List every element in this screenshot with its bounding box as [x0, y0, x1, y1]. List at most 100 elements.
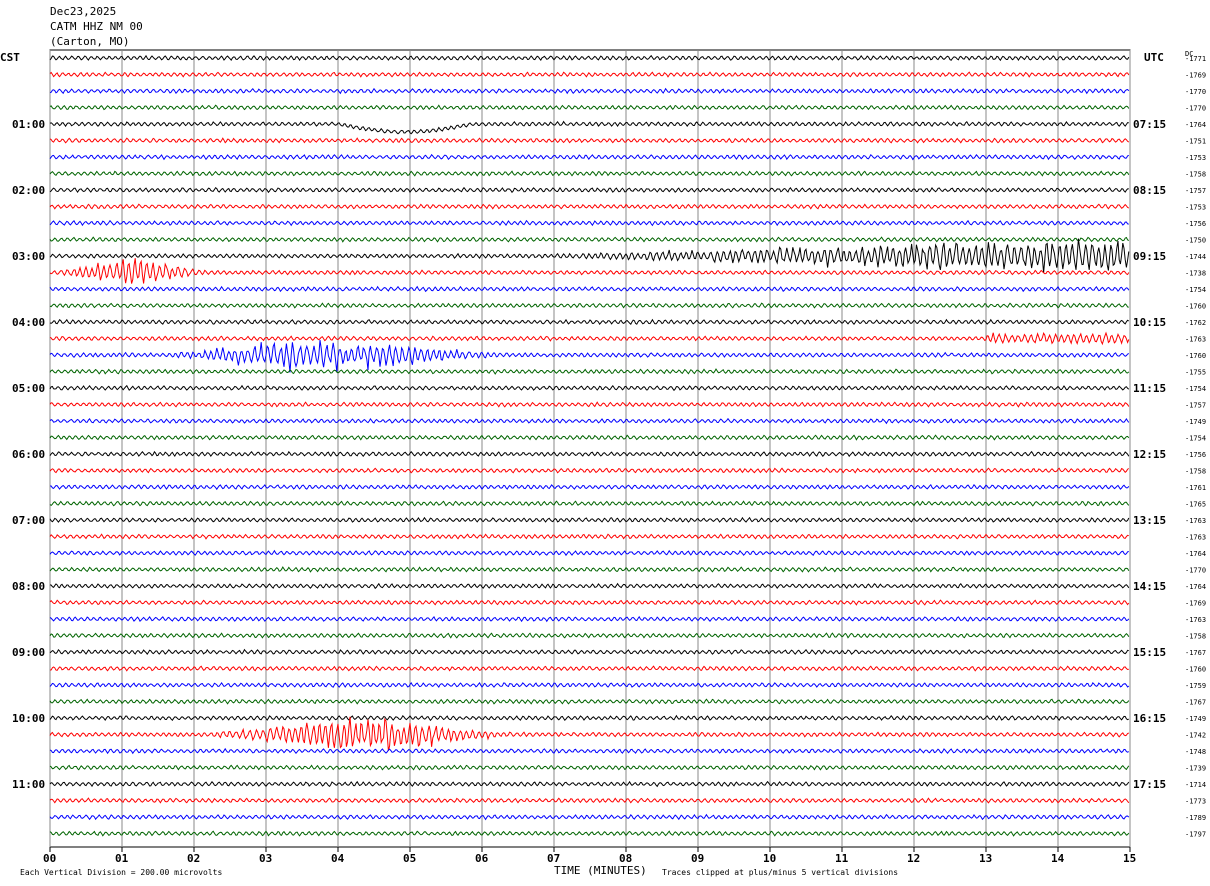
dc-offset-label: -1755 [1185, 369, 1206, 377]
dc-offset-label: -1753 [1185, 204, 1206, 212]
seismic-traces [49, 54, 1130, 837]
trace-line [50, 483, 1130, 491]
trace-line [49, 533, 1129, 540]
utc-hour-label: 09:15 [1133, 250, 1166, 263]
dc-offset-label: -1763 [1185, 616, 1206, 624]
trace-line [49, 599, 1130, 606]
trace-line [49, 467, 1130, 474]
dc-offset-label: -1754 [1185, 435, 1206, 443]
trace-line [49, 716, 1129, 751]
trace-line [49, 302, 1129, 309]
trace-line [49, 318, 1130, 326]
x-tick-label: 03 [259, 852, 272, 865]
utc-hour-label: 17:15 [1133, 778, 1166, 791]
dc-offset-label: -1739 [1185, 765, 1206, 773]
trace-line [49, 780, 1130, 788]
utc-hour-label: 10:15 [1133, 316, 1166, 329]
x-tick-label: 04 [331, 852, 345, 865]
dc-offset-label: -1738 [1185, 270, 1206, 278]
trace-line [49, 87, 1130, 95]
cst-hour-label: 05:00 [12, 382, 45, 395]
utc-hour-label: 07:15 [1133, 118, 1166, 131]
dc-offset-label: -1770 [1185, 105, 1206, 113]
trace-line [49, 698, 1130, 705]
dc-offset-label: -1769 [1185, 600, 1206, 608]
utc-hour-label: 08:15 [1133, 184, 1166, 197]
dc-offset-label: -1749 [1185, 418, 1206, 426]
location-label: (Carton, MO) [50, 35, 130, 48]
dc-offset-label: -1773 [1185, 798, 1206, 806]
date-label: Dec23,2025 [50, 5, 117, 18]
x-tick-label: 02 [187, 852, 200, 865]
trace-line [49, 331, 1130, 346]
x-tick-label: 05 [403, 852, 416, 865]
trace-line [49, 648, 1129, 656]
dc-offset-label: -1760 [1185, 352, 1206, 360]
dc-label: DC [1185, 50, 1193, 58]
cst-hour-label: 10:00 [12, 712, 45, 725]
trace-line [49, 137, 1130, 144]
dc-offset-label: -1769 [1185, 72, 1206, 80]
cst-hour-label: 07:00 [12, 514, 45, 527]
x-tick-label: 15 [1123, 852, 1136, 865]
trace-line [49, 830, 1130, 837]
dc-offset-label: -1758 [1185, 468, 1206, 476]
dc-offset-label: -1748 [1185, 748, 1206, 756]
x-tick-label: 11 [835, 852, 849, 865]
station-label: CATM HHZ NM 00 [50, 20, 143, 33]
dc-offset-label: -1756 [1185, 451, 1206, 459]
trace-line [49, 813, 1130, 821]
trace-line [49, 236, 1130, 243]
dc-offset-label: -1763 [1185, 534, 1206, 542]
cst-hour-label: 09:00 [12, 646, 45, 659]
dc-offset-label: -1760 [1185, 666, 1206, 674]
trace-line [49, 665, 1129, 672]
x-tick-label: 07 [547, 852, 560, 865]
dc-offset-label: -1760 [1185, 303, 1206, 311]
dc-offset-label: -1771 [1185, 55, 1206, 63]
dc-offset-label: -1762 [1185, 319, 1206, 327]
trace-line [49, 170, 1130, 177]
trace-line [49, 747, 1130, 755]
plot-frame [49, 49, 1131, 848]
x-tick-label: 12 [907, 852, 920, 865]
x-tick-label: 08 [619, 852, 632, 865]
utc-hour-label: 15:15 [1133, 646, 1166, 659]
time-gridlines [49, 49, 1131, 852]
trace-line [49, 203, 1130, 210]
x-tick-label: 13 [979, 852, 992, 865]
plot-header: Dec23,2025 CATM HHZ NM 00 (Carton, MO) [50, 4, 143, 49]
x-tick-label: 01 [115, 852, 129, 865]
utc-hour-label: 13:15 [1133, 514, 1166, 527]
dc-offset-label: -1763 [1185, 336, 1206, 344]
trace-line [49, 238, 1130, 273]
dc-offset-label: -1742 [1185, 732, 1206, 740]
clip-note: Traces clipped at plus/minus 5 vertical … [662, 868, 898, 877]
dc-offset-label: -1756 [1185, 220, 1206, 228]
cst-hour-label: 11:00 [12, 778, 45, 791]
trace-line [49, 714, 1130, 722]
trace-line [49, 285, 1130, 293]
trace-line [49, 153, 1130, 161]
trace-line [49, 615, 1130, 623]
utc-hour-label: 12:15 [1133, 448, 1166, 461]
dc-offset-label: -1749 [1185, 715, 1206, 723]
dc-offset-label: -1763 [1185, 517, 1206, 525]
dc-offset-label: -1764 [1185, 583, 1206, 591]
dc-offset-label: -1770 [1185, 88, 1206, 96]
utc-hour-label: 11:15 [1133, 382, 1166, 395]
trace-line [49, 54, 1130, 62]
cst-hour-label: 02:00 [12, 184, 45, 197]
x-tick-label: 14 [1051, 852, 1065, 865]
dc-offset-label: -1758 [1185, 171, 1206, 179]
trace-line [49, 417, 1130, 425]
dc-offset-label: -1714 [1185, 781, 1206, 789]
dc-offset-label: -1750 [1185, 237, 1206, 245]
dc-offset-label: -1770 [1185, 567, 1206, 575]
trace-line [49, 258, 1130, 284]
trace-line [49, 434, 1130, 441]
utc-hour-label: 14:15 [1133, 580, 1166, 593]
trace-line [49, 764, 1130, 771]
trace-line [49, 681, 1130, 688]
